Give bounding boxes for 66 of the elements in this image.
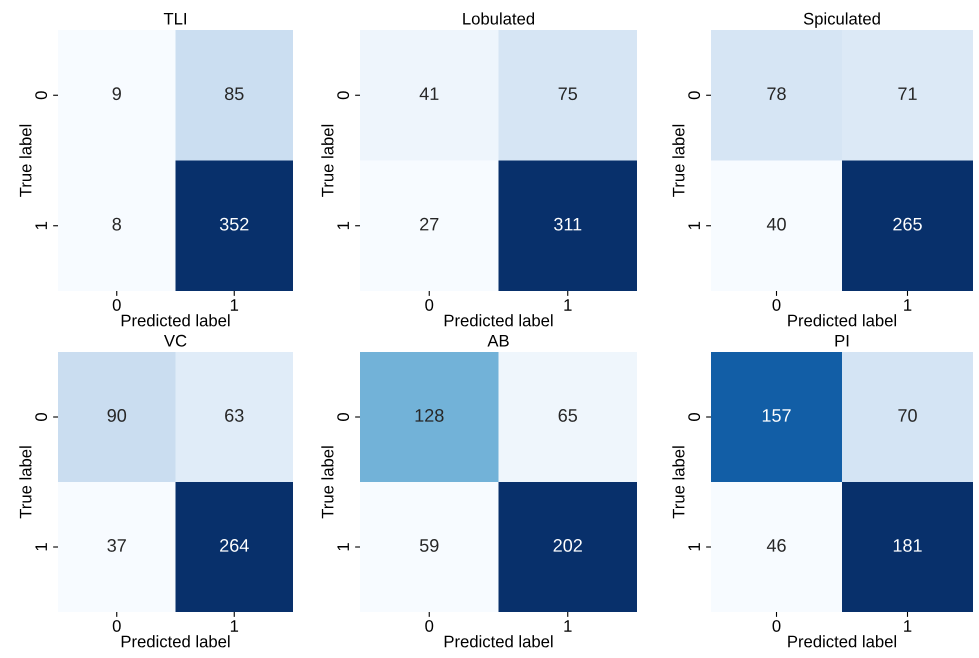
x-axis-title: Predicted label (122, 314, 230, 326)
y-tick-label: 0 (688, 413, 700, 421)
y-tick-label: 0 (337, 91, 350, 100)
data-label: 265 (893, 218, 922, 231)
y-axis-title: True label (19, 124, 32, 197)
x-tick-label: 0 (772, 299, 780, 311)
x-axis-title: Predicted label (788, 635, 896, 648)
y-tick-label: 1 (688, 543, 700, 550)
chart-title: AB (487, 334, 509, 346)
data-label: 311 (554, 218, 582, 231)
chart-title: PI (835, 334, 848, 346)
chart-title: Spiculated (804, 12, 880, 28)
data-label: 75 (558, 87, 578, 100)
chart-title: Lobulated (463, 12, 534, 25)
x-tick-label: 1 (564, 620, 572, 632)
data-label: 41 (420, 87, 438, 100)
data-label: 202 (554, 539, 582, 552)
data-label: 70 (898, 409, 917, 422)
data-label: 85 (224, 87, 244, 100)
y-axis-title: True label (19, 446, 32, 518)
data-label: 8 (112, 218, 121, 231)
data-label: 46 (766, 539, 786, 552)
y-tick-label: 1 (35, 222, 47, 230)
data-label: 40 (766, 218, 786, 231)
x-tick-label: 1 (230, 299, 238, 311)
data-label: 65 (558, 409, 578, 422)
x-tick-label: 1 (904, 620, 912, 632)
x-axis-title: Predicted label (444, 314, 553, 326)
data-label: 352 (220, 218, 248, 231)
chart-title: VC (164, 334, 186, 347)
data-label: 128 (416, 409, 444, 422)
y-tick-label: 1 (337, 222, 349, 230)
data-label: 59 (420, 539, 438, 552)
y-tick-label: 1 (337, 543, 349, 550)
y-axis-title: True label (672, 124, 685, 197)
x-axis-title: Predicted label (444, 635, 553, 648)
x-tick-label: 0 (772, 620, 780, 632)
x-tick-label: 1 (904, 299, 912, 311)
data-label: 157 (762, 409, 791, 422)
y-tick-label: 0 (688, 91, 700, 100)
y-axis-title: True label (321, 446, 334, 518)
chart-title: TLI (164, 12, 186, 24)
data-label: 71 (898, 87, 917, 100)
y-tick-label: 0 (35, 413, 48, 421)
x-axis-title: Predicted label (788, 314, 896, 326)
y-tick-label: 1 (35, 543, 47, 550)
x-tick-label: 0 (425, 299, 434, 311)
data-label: 63 (225, 409, 244, 422)
data-label: 9 (112, 87, 121, 100)
data-label: 37 (107, 539, 126, 552)
y-tick-label: 1 (688, 222, 700, 230)
data-label: 27 (420, 218, 438, 230)
x-tick-label: 0 (112, 299, 121, 311)
y-axis-title: True label (672, 446, 685, 518)
x-tick-label: 0 (425, 620, 434, 632)
x-tick-label: 1 (230, 620, 238, 632)
data-label: 181 (894, 539, 922, 552)
data-label: 264 (220, 539, 249, 552)
data-label: 90 (108, 409, 126, 422)
x-axis-title: Predicted label (122, 635, 230, 648)
x-tick-label: 1 (564, 299, 572, 311)
x-tick-label: 0 (112, 620, 121, 632)
data-label: 78 (767, 87, 786, 100)
y-tick-label: 0 (35, 91, 48, 100)
y-tick-label: 0 (337, 413, 350, 421)
y-axis-title: True label (321, 124, 334, 197)
